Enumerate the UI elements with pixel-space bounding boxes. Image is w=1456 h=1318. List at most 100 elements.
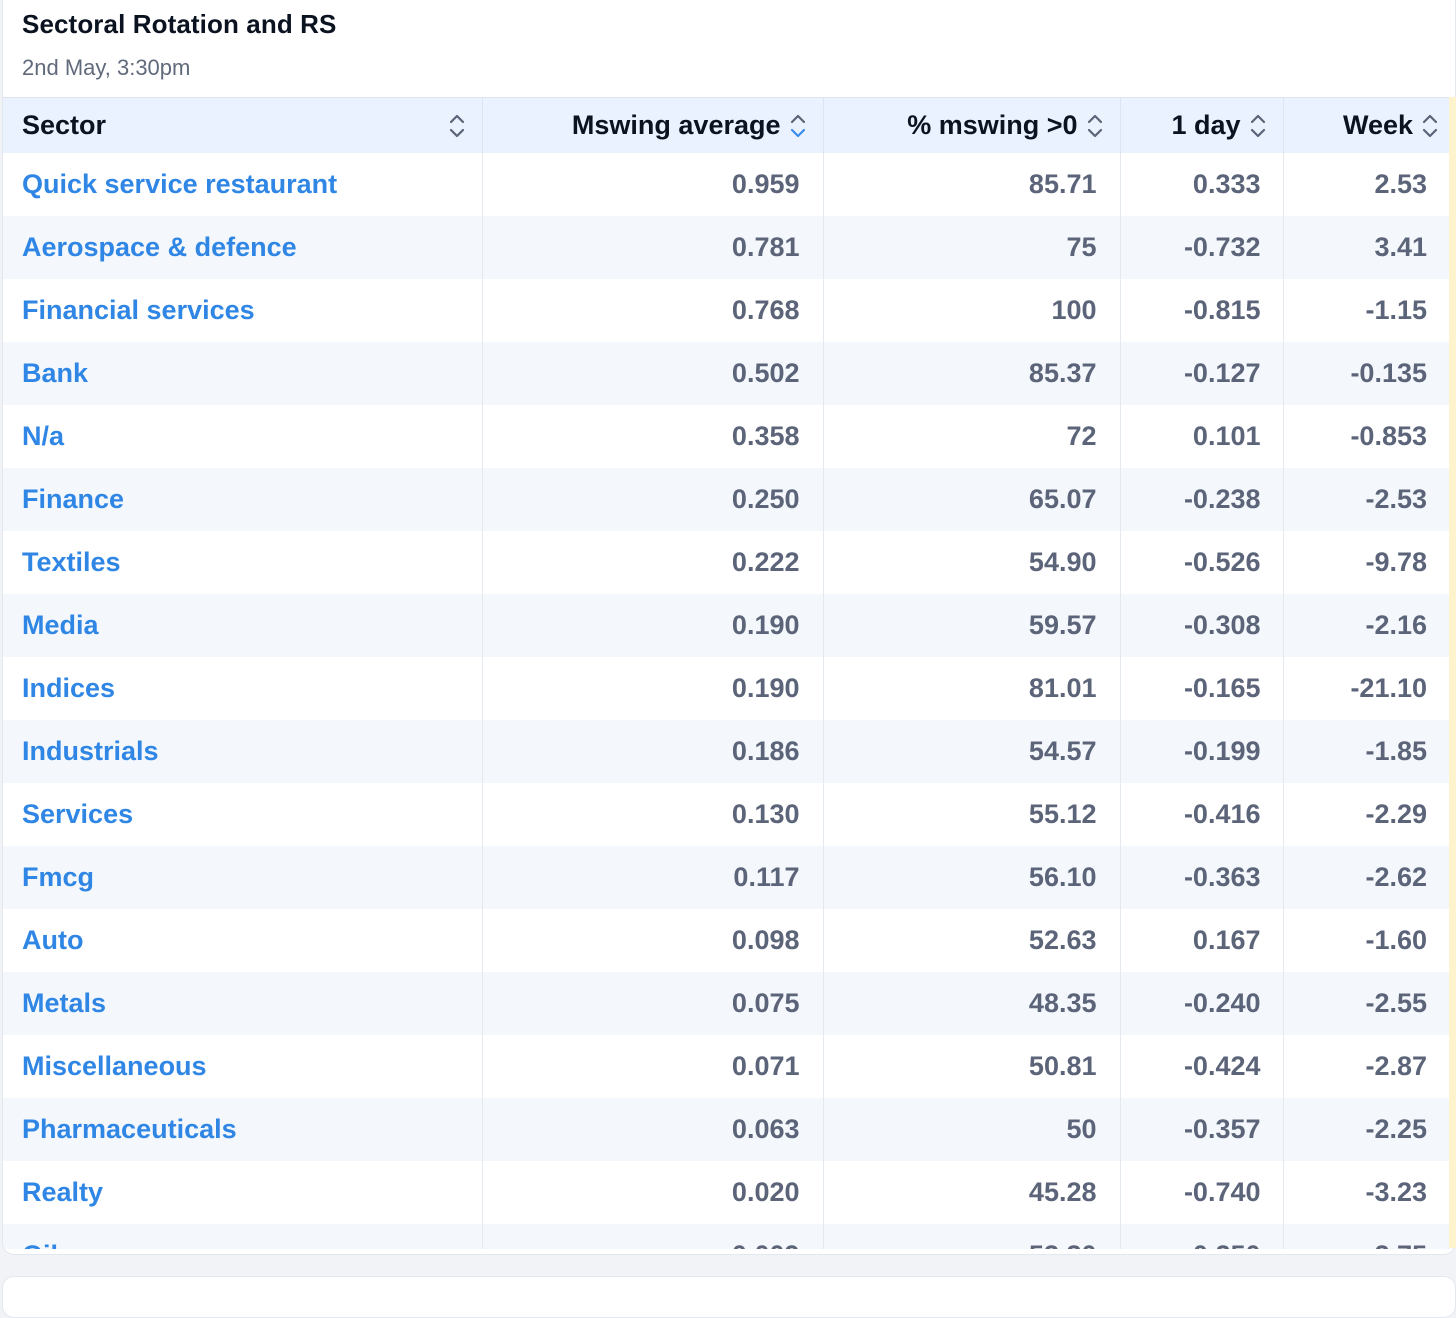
mswing-average-cell: 0.190 bbox=[482, 657, 824, 720]
table-row: Indices 0.190 81.01 -0.165 -21.10 bbox=[3, 657, 1455, 720]
pct-mswing-positive-cell: 52.63 bbox=[823, 909, 1121, 972]
sector-link[interactable]: Miscellaneous bbox=[3, 1035, 483, 1098]
sector-link[interactable]: Finance bbox=[3, 468, 483, 531]
one-day-cell: -0.740 bbox=[1120, 1161, 1284, 1224]
one-day-cell: 0.167 bbox=[1120, 909, 1284, 972]
sector-link[interactable]: Aerospace & defence bbox=[3, 216, 483, 279]
table-row: Industrials 0.186 54.57 -0.199 -1.85 bbox=[3, 720, 1455, 783]
mswing-average-cell: 0.117 bbox=[482, 846, 824, 909]
sector-link[interactable]: Metals bbox=[3, 972, 483, 1035]
sort-updown-icon[interactable] bbox=[1249, 111, 1267, 141]
mswing-average-cell: 0.098 bbox=[482, 909, 824, 972]
table-scroll-area[interactable]: Sector Mswing average % mswing >0 1 day Week… bbox=[3, 97, 1455, 1249]
pct-mswing-positive-cell: 50.81 bbox=[823, 1035, 1121, 1098]
column-header-sector[interactable]: Sector bbox=[3, 98, 483, 153]
pct-mswing-positive-cell: 53.30 bbox=[823, 1224, 1121, 1249]
week-cell: -2.62 bbox=[1283, 846, 1455, 909]
table-row: Quick service restaurant 0.959 85.71 0.333 2… bbox=[3, 153, 1455, 216]
table-body: Quick service restaurant 0.959 85.71 0.333 2… bbox=[3, 153, 1455, 1249]
table-row: Pharmaceuticals 0.063 50 -0.357 -2.25 bbox=[3, 1098, 1455, 1161]
sector-rotation-card: Sectoral Rotation and RS 2nd May, 3:30pm… bbox=[2, 0, 1456, 1255]
column-label: Week bbox=[1342, 110, 1413, 140]
column-label: Mswing average bbox=[571, 110, 781, 140]
sort-updown-icon[interactable] bbox=[1086, 111, 1104, 141]
sector-link[interactable]: Bank bbox=[3, 342, 483, 405]
week-cell: -21.10 bbox=[1283, 657, 1455, 720]
column-label: 1 day bbox=[1171, 110, 1241, 140]
table-row: Services 0.130 55.12 -0.416 -2.29 bbox=[3, 783, 1455, 846]
pct-mswing-positive-cell: 54.90 bbox=[823, 531, 1121, 594]
column-header-one-day[interactable]: 1 day bbox=[1120, 98, 1284, 153]
sector-link[interactable]: Auto bbox=[3, 909, 483, 972]
sector-link[interactable]: N/a bbox=[3, 405, 483, 468]
week-cell: -2.75 bbox=[1283, 1224, 1455, 1249]
card-title: Sectoral Rotation and RS bbox=[22, 9, 337, 39]
sector-link[interactable]: Industrials bbox=[3, 720, 483, 783]
table-row: Media 0.190 59.57 -0.308 -2.16 bbox=[3, 594, 1455, 657]
mswing-average-cell: 0.502 bbox=[482, 342, 824, 405]
one-day-cell: -0.240 bbox=[1120, 972, 1284, 1035]
one-day-cell: -0.732 bbox=[1120, 216, 1284, 279]
week-cell: -2.53 bbox=[1283, 468, 1455, 531]
mswing-average-cell: 0.222 bbox=[482, 531, 824, 594]
sort-updown-icon[interactable] bbox=[448, 111, 466, 141]
pct-mswing-positive-cell: 50 bbox=[823, 1098, 1121, 1161]
pct-mswing-positive-cell: 85.71 bbox=[823, 153, 1121, 216]
one-day-cell: -0.238 bbox=[1120, 468, 1284, 531]
week-cell: -2.16 bbox=[1283, 594, 1455, 657]
mswing-average-cell: 0.063 bbox=[482, 1098, 824, 1161]
sector-link[interactable]: Fmcg bbox=[3, 846, 483, 909]
table-header-row: Sector Mswing average % mswing >0 1 day Week bbox=[3, 98, 1455, 153]
sort-updown-icon[interactable] bbox=[1421, 111, 1439, 141]
sector-link[interactable]: Oil bbox=[3, 1224, 483, 1249]
pct-mswing-positive-cell: 65.07 bbox=[823, 468, 1121, 531]
one-day-cell: -0.308 bbox=[1120, 594, 1284, 657]
sector-link[interactable]: Textiles bbox=[3, 531, 483, 594]
week-cell: -2.87 bbox=[1283, 1035, 1455, 1098]
sort-updown-icon[interactable] bbox=[789, 111, 807, 141]
card-subtitle: 2nd May, 3:30pm bbox=[22, 55, 191, 80]
table-row: Aerospace & defence 0.781 75 -0.732 3.41 bbox=[3, 216, 1455, 279]
week-cell: -3.23 bbox=[1283, 1161, 1455, 1224]
table-row: Bank 0.502 85.37 -0.127 -0.135 bbox=[3, 342, 1455, 405]
week-cell: -1.15 bbox=[1283, 279, 1455, 342]
one-day-cell: -0.424 bbox=[1120, 1035, 1284, 1098]
week-cell: -1.60 bbox=[1283, 909, 1455, 972]
column-label: Sector bbox=[22, 110, 107, 140]
scroll-accent bbox=[1449, 97, 1456, 1248]
sector-link[interactable]: Media bbox=[3, 594, 483, 657]
pct-mswing-positive-cell: 72 bbox=[823, 405, 1121, 468]
mswing-average-cell: 0.190 bbox=[482, 594, 824, 657]
mswing-average-cell: 0.250 bbox=[482, 468, 824, 531]
pct-mswing-positive-cell: 100 bbox=[823, 279, 1121, 342]
one-day-cell: -0.815 bbox=[1120, 279, 1284, 342]
sector-link[interactable]: Services bbox=[3, 783, 483, 846]
pct-mswing-positive-cell: 75 bbox=[823, 216, 1121, 279]
table-row: N/a 0.358 72 0.101 -0.853 bbox=[3, 405, 1455, 468]
mswing-average-cell: 0.358 bbox=[482, 405, 824, 468]
one-day-cell: -0.357 bbox=[1120, 1098, 1284, 1161]
sector-link[interactable]: Realty bbox=[3, 1161, 483, 1224]
mswing-average-cell: 0.781 bbox=[482, 216, 824, 279]
table-row: Metals 0.075 48.35 -0.240 -2.55 bbox=[3, 972, 1455, 1035]
table-row: Fmcg 0.117 56.10 -0.363 -2.62 bbox=[3, 846, 1455, 909]
mswing-average-cell: 0.020 bbox=[482, 1161, 824, 1224]
week-cell: -0.135 bbox=[1283, 342, 1455, 405]
column-header-pct-mswing-positive[interactable]: % mswing >0 bbox=[823, 98, 1121, 153]
column-header-mswing-average[interactable]: Mswing average bbox=[482, 98, 824, 153]
table-row: Miscellaneous 0.071 50.81 -0.424 -2.87 bbox=[3, 1035, 1455, 1098]
table-row: Auto 0.098 52.63 0.167 -1.60 bbox=[3, 909, 1455, 972]
one-day-cell: -0.127 bbox=[1120, 342, 1284, 405]
mswing-average-cell: 0.130 bbox=[482, 783, 824, 846]
pct-mswing-positive-cell: 59.57 bbox=[823, 594, 1121, 657]
sector-link[interactable]: Pharmaceuticals bbox=[3, 1098, 483, 1161]
sector-link[interactable]: Indices bbox=[3, 657, 483, 720]
pct-mswing-positive-cell: 45.28 bbox=[823, 1161, 1121, 1224]
sector-link[interactable]: Quick service restaurant bbox=[3, 153, 483, 216]
table-row: Realty 0.020 45.28 -0.740 -3.23 bbox=[3, 1161, 1455, 1224]
sector-link[interactable]: Financial services bbox=[3, 279, 483, 342]
week-cell: -9.78 bbox=[1283, 531, 1455, 594]
table-row: Textiles 0.222 54.90 -0.526 -9.78 bbox=[3, 531, 1455, 594]
sector-table: Sector Mswing average % mswing >0 1 day Week… bbox=[3, 98, 1455, 1249]
column-header-week[interactable]: Week bbox=[1283, 98, 1455, 153]
